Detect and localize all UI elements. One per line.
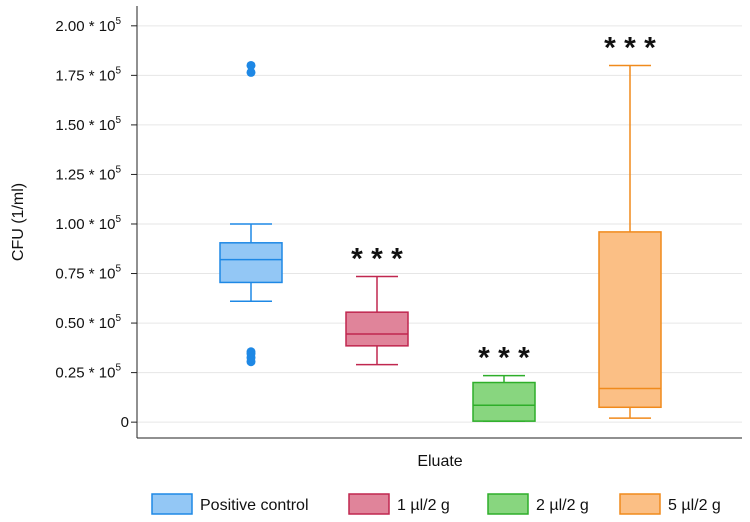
y-tick-label: 1.25 * 105 [55,164,121,183]
y-tick-label: 0 [121,414,129,431]
y-tick-label: 1.00 * 105 [55,214,121,233]
axes [136,6,742,439]
y-tick-label: 2.00 * 105 [55,16,121,35]
box-group [345,275,409,366]
box-iqr [345,311,409,347]
y-tick-label: 0.50 * 105 [55,313,121,332]
legend-label: Positive control [200,497,309,514]
legend-swatch [487,493,529,515]
y-tick-label: 1.75 * 105 [55,65,121,84]
y-tick-label: 0.75 * 105 [55,264,121,283]
box-group [472,374,536,422]
significance-markers: * * * * * * * * * [351,31,656,374]
legend-swatch [151,493,193,515]
outlier-point [246,60,256,70]
x-axis-title: Eluate [417,453,462,470]
legend-label: 1 µl/2 g [397,497,450,514]
legend-label: 5 µl/2 g [668,497,721,514]
y-tick-label: 0.25 * 105 [55,363,121,382]
significance-stars: * * * [604,31,656,64]
legend-swatch [619,493,661,515]
box-group [219,60,283,367]
legend-item: 2 µl/2 g [487,493,589,515]
significance-stars: * * * [478,342,530,375]
significance-stars: * * * [351,242,403,275]
legend: Positive control 1 µl/2 g 2 µl/2 g 5 µl/2 g [151,493,721,515]
y-axis-title: CFU (1/ml) [10,183,27,261]
legend-item: 5 µl/2 g [619,493,721,515]
box-group [598,64,662,419]
outlier-point [246,67,256,77]
legend-label: 2 µl/2 g [536,497,589,514]
box-iqr [219,242,283,284]
outlier-point [246,347,256,357]
legend-item: Positive control [151,493,309,515]
y-tick-label: 1.50 * 105 [55,115,121,134]
legend-swatch [348,493,390,515]
box-iqr [472,381,536,422]
y-ticks: 0 0.25 * 105 0.50 * 105 0.75 * 105 1.00 * 10… [55,16,137,431]
legend-item: 1 µl/2 g [348,493,450,515]
box-iqr [598,231,662,409]
box-series [219,60,662,422]
